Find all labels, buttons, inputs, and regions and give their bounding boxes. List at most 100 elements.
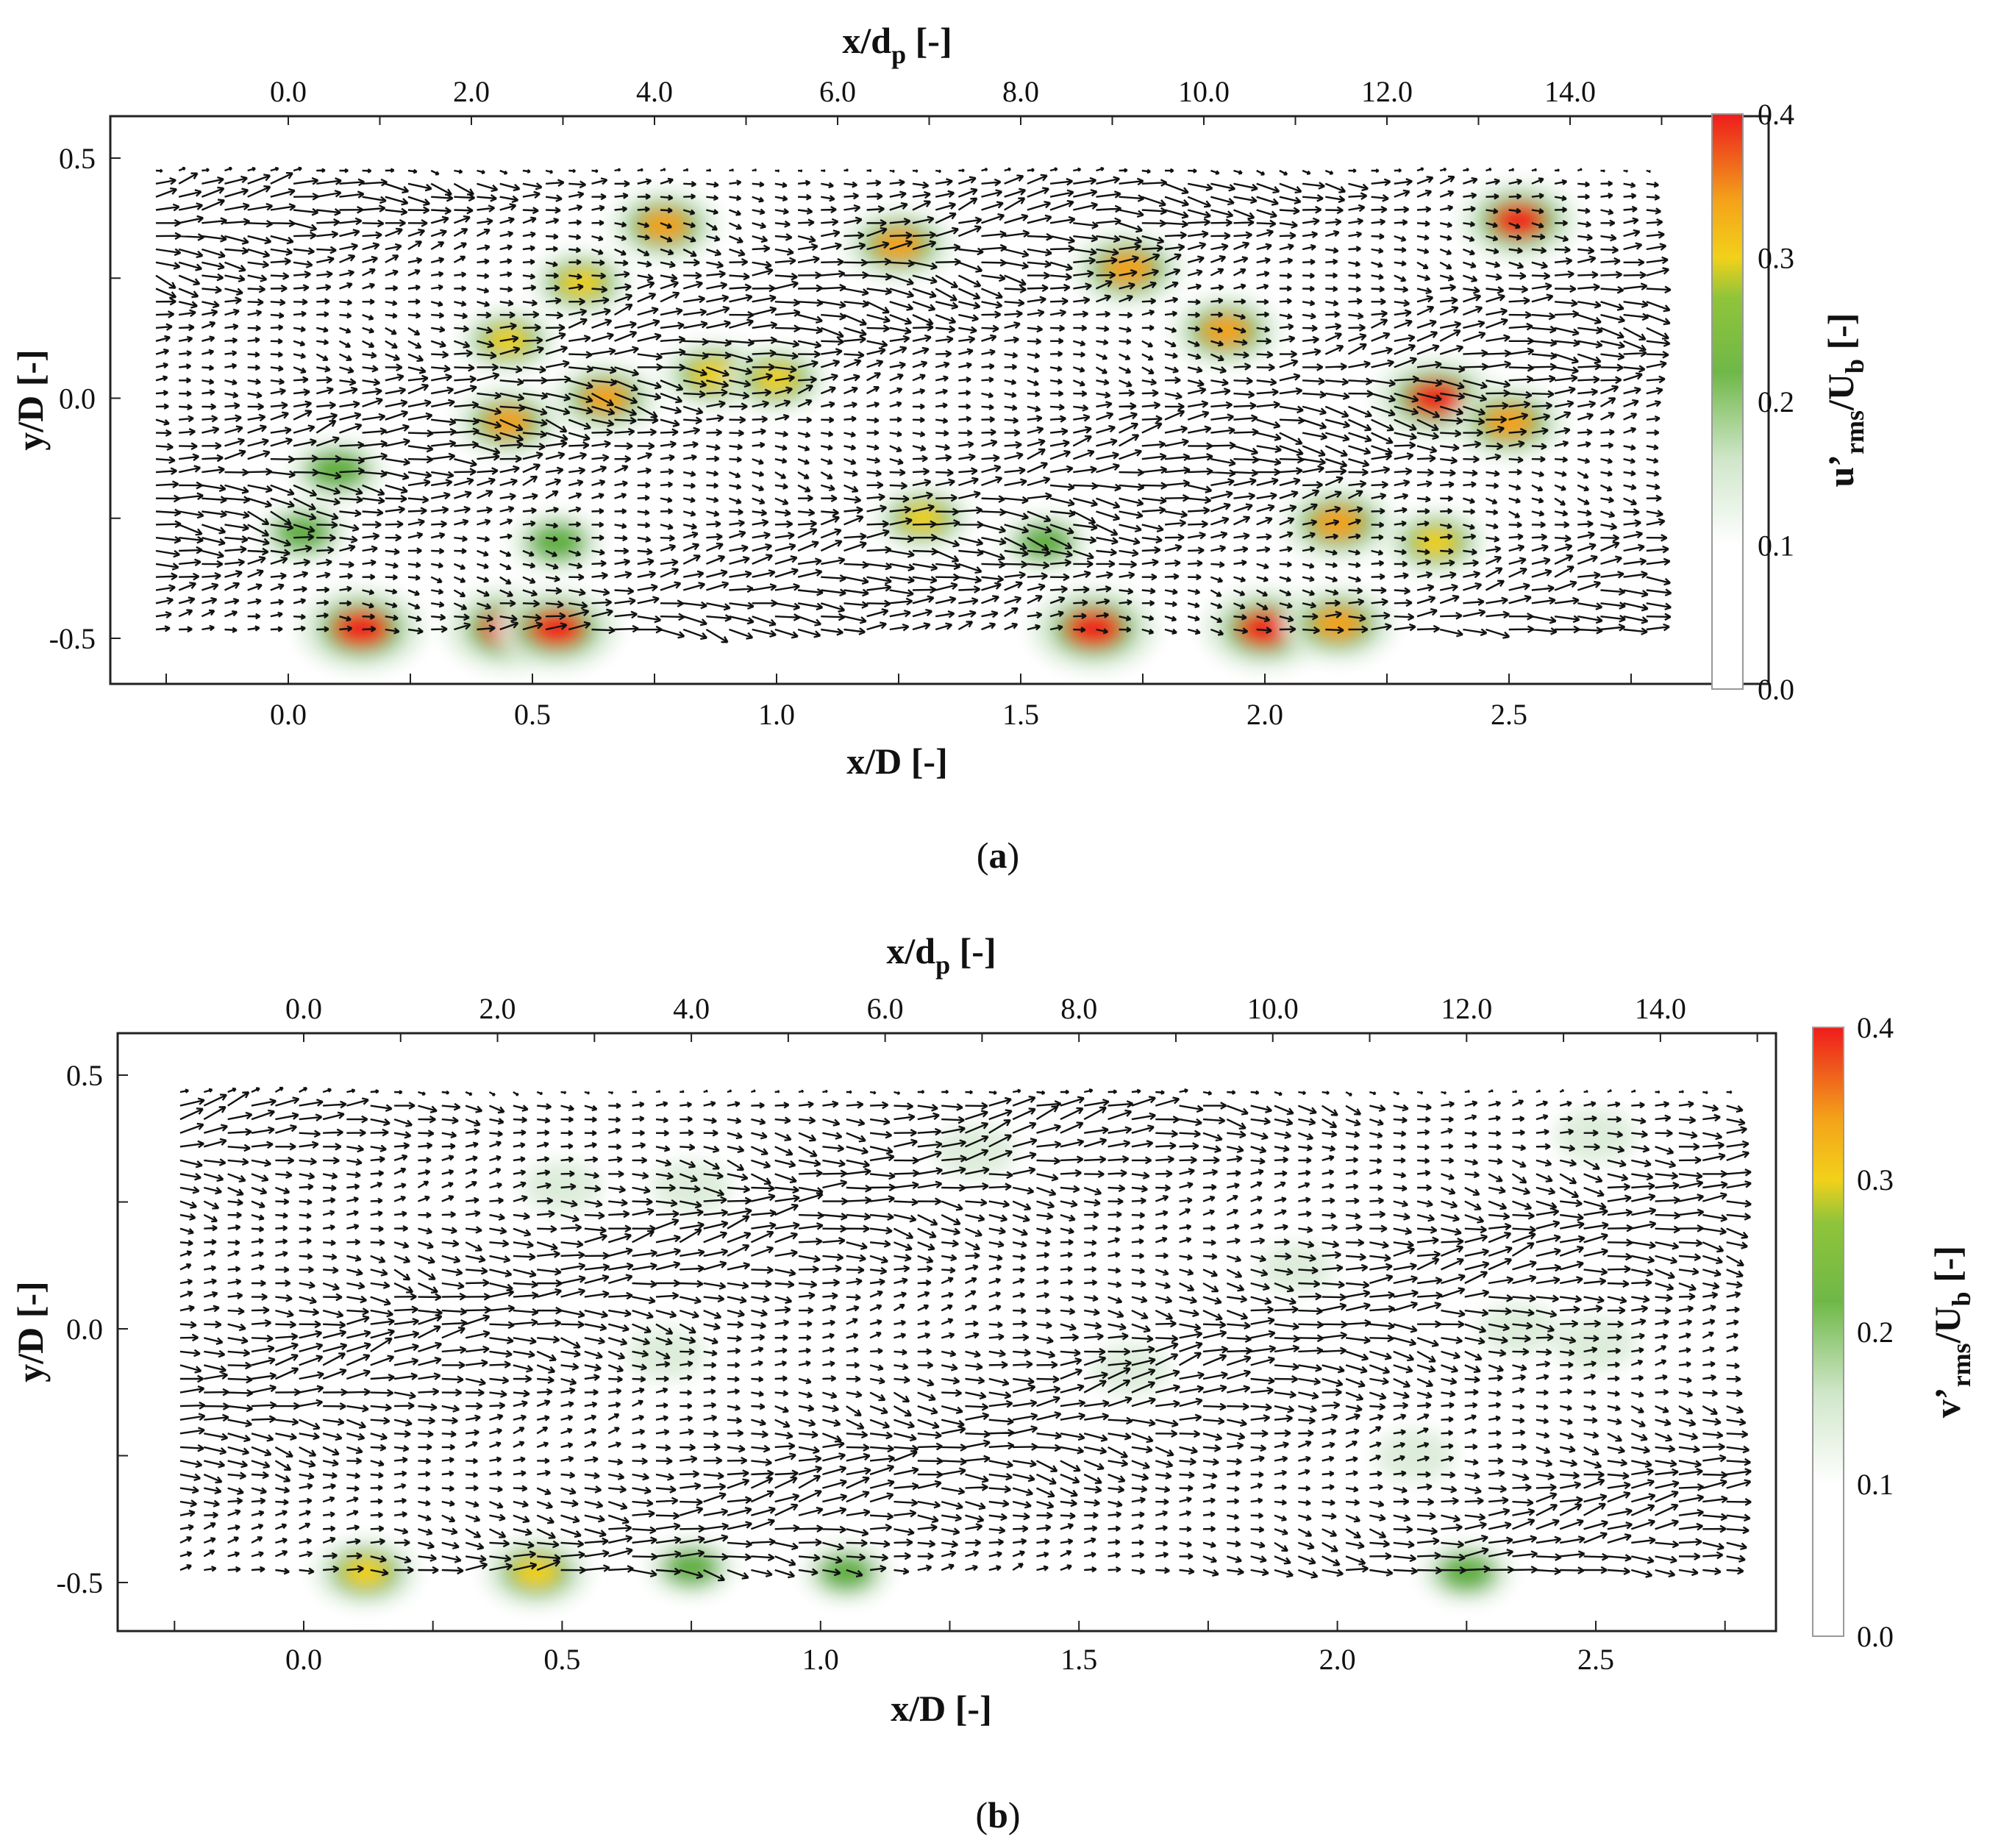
heatmap-layer xyxy=(313,1108,1638,1608)
colorbar: 0.0 0.1 0.2 0.3 0.4 xyxy=(1711,98,1794,706)
heatmap-hotspot xyxy=(1066,610,1122,647)
heatmap-hotspot xyxy=(1577,1124,1615,1148)
heatmap-hotspot xyxy=(755,365,799,393)
x-top-tick-label: 14.0 xyxy=(1544,75,1596,108)
colorbar-label: v’rms/Ub [-] xyxy=(1927,1246,1976,1418)
colorbar-gradient xyxy=(1812,1027,1844,1637)
colorbar-tick-label: 0.0 xyxy=(1857,1620,1894,1653)
x-axis-bottom-label: x/D [-] xyxy=(846,741,947,782)
x-top-tick-label: 12.0 xyxy=(1361,75,1413,108)
heatmap-hotspot xyxy=(1238,611,1292,646)
x-tick-label: 2.5 xyxy=(1491,698,1527,731)
colorbar-tick-label: 0.3 xyxy=(1758,242,1794,275)
x-axis-top-ticks: 0.0 2.0 4.0 6.0 8.0 10.0 12.0 14.0 xyxy=(285,992,1758,1042)
heatmap-hotspot xyxy=(513,1557,560,1588)
x-tick-label: 2.5 xyxy=(1577,1643,1614,1676)
x-tick-label: 1.0 xyxy=(802,1643,839,1676)
x-top-tick-label: 8.0 xyxy=(1002,75,1039,108)
x-axis-bottom-ticks: 0.0 0.5 1.0 1.5 2.0 2.5 xyxy=(165,674,1632,731)
x-top-tick-label: 2.0 xyxy=(453,75,490,108)
heatmap-hotspot xyxy=(1397,1444,1433,1467)
x-top-tick-label: 14.0 xyxy=(1635,992,1686,1025)
heatmap-hotspot xyxy=(1103,252,1153,285)
y-axis-label: y/D [-] xyxy=(10,1281,51,1382)
y-tick-label: 0.0 xyxy=(59,382,96,415)
colorbar-tick-label: 0.4 xyxy=(1758,98,1794,131)
y-axis-ticks: 0.5 0.0 -0.5 xyxy=(57,1059,128,1599)
velocity-vector-field xyxy=(155,166,1672,643)
heatmap-hotspot xyxy=(1413,528,1458,557)
x-tick-label: 0.0 xyxy=(285,1643,322,1676)
colorbar-label: u’rms/Ub [-] xyxy=(1820,313,1869,488)
x-top-tick-label: 8.0 xyxy=(1060,992,1097,1025)
panel-label-a: (a) xyxy=(977,835,1019,876)
heatmap-hotspot xyxy=(1492,203,1546,238)
heatmap-hotspot xyxy=(1026,529,1065,555)
y-tick-label: 0.5 xyxy=(59,142,96,175)
plot-frame xyxy=(109,115,1770,685)
x-top-tick-label: 4.0 xyxy=(673,992,710,1025)
x-axis-top-ticks: 0.0 2.0 4.0 6.0 8.0 10.0 12.0 14.0 xyxy=(270,75,1663,125)
x-axis-bottom-ticks: 0.0 0.5 1.0 1.5 2.0 2.5 xyxy=(174,1621,1726,1676)
x-top-tick-label: 4.0 xyxy=(636,75,673,108)
colorbar-tick-label: 0.1 xyxy=(1758,529,1794,563)
y-tick-label: -0.5 xyxy=(49,622,96,655)
y-tick-label: 0.5 xyxy=(66,1059,103,1092)
x-axis-top-label: x/dp [-] xyxy=(886,930,996,980)
velocity-vectors xyxy=(155,166,1672,643)
heatmap-hotspot xyxy=(827,1560,866,1585)
heatmap-layer xyxy=(257,181,1580,671)
x-top-tick-label: 2.0 xyxy=(479,992,516,1025)
x-tick-label: 1.5 xyxy=(1060,1643,1097,1676)
heatmap-hotspot xyxy=(674,1175,710,1199)
heatmap-hotspot xyxy=(559,268,604,298)
x-top-tick-label: 6.0 xyxy=(819,75,856,108)
colorbar-tick-label: 0.1 xyxy=(1857,1468,1894,1501)
velocity-vectors xyxy=(179,1086,1752,1582)
x-tick-label: 1.5 xyxy=(1002,698,1039,731)
x-tick-label: 2.0 xyxy=(1319,1643,1356,1676)
plot-frame xyxy=(116,1032,1777,1633)
x-top-tick-label: 12.0 xyxy=(1441,992,1492,1025)
panel-b: 0.0 0.5 1.0 1.5 2.0 2.5 0.0 2.0 4.0 6.0 8.0 10.0 12… xyxy=(10,930,1976,1835)
colorbar-tick-label: 0.3 xyxy=(1857,1163,1894,1196)
heatmap-hotspot xyxy=(1113,1358,1149,1381)
colorbar-tick-label: 0.0 xyxy=(1758,673,1794,706)
panel-a: 0.0 0.5 1.0 1.5 2.0 2.5 0.0 2.0 4.0 6.0 8.0 10.0 12… xyxy=(10,20,1869,876)
heatmap-hotspot xyxy=(672,1555,711,1580)
heatmap-hotspot xyxy=(582,382,629,414)
colorbar-tick-label: 0.2 xyxy=(1857,1316,1894,1349)
y-axis-label: y/D [-] xyxy=(10,349,51,450)
x-top-tick-label: 0.0 xyxy=(285,992,322,1025)
x-tick-label: 0.5 xyxy=(543,1643,580,1676)
heatmap-hotspot xyxy=(343,1558,389,1588)
x-tick-label: 0.0 xyxy=(270,698,307,731)
colorbar-tick-label: 0.4 xyxy=(1857,1011,1894,1044)
y-axis-ticks: 0.5 0.0 -0.5 xyxy=(49,142,121,655)
colorbar-tick-label: 0.2 xyxy=(1758,385,1794,418)
colorbar: 0.0 0.1 0.2 0.3 0.4 xyxy=(1812,1011,1894,1653)
heatmap-hotspot xyxy=(537,529,577,555)
heatmap-hotspot xyxy=(1447,1559,1487,1585)
y-tick-label: 0.0 xyxy=(66,1313,103,1346)
x-top-tick-label: 0.0 xyxy=(270,75,307,108)
x-axis-bottom-label: x/D [-] xyxy=(891,1688,991,1729)
colorbar-gradient xyxy=(1711,113,1744,690)
x-axis-top-label: x/dp [-] xyxy=(842,20,952,69)
heatmap-hotspot xyxy=(1201,315,1250,347)
heatmap-hotspot xyxy=(282,519,323,546)
x-top-tick-label: 10.0 xyxy=(1247,992,1299,1025)
heatmap-hotspot xyxy=(529,611,585,646)
x-top-tick-label: 6.0 xyxy=(867,992,904,1025)
y-tick-label: -0.5 xyxy=(57,1566,103,1599)
heatmap-hotspot xyxy=(1279,1257,1313,1280)
heatmap-hotspot xyxy=(316,457,358,484)
heatmap-hotspot xyxy=(647,1343,684,1366)
x-tick-label: 0.5 xyxy=(514,698,551,731)
velocity-vector-field xyxy=(179,1086,1752,1582)
x-top-tick-label: 10.0 xyxy=(1178,75,1230,108)
panel-label-b: (b) xyxy=(975,1794,1020,1835)
x-tick-label: 1.0 xyxy=(758,698,795,731)
x-tick-label: 2.0 xyxy=(1246,698,1283,731)
